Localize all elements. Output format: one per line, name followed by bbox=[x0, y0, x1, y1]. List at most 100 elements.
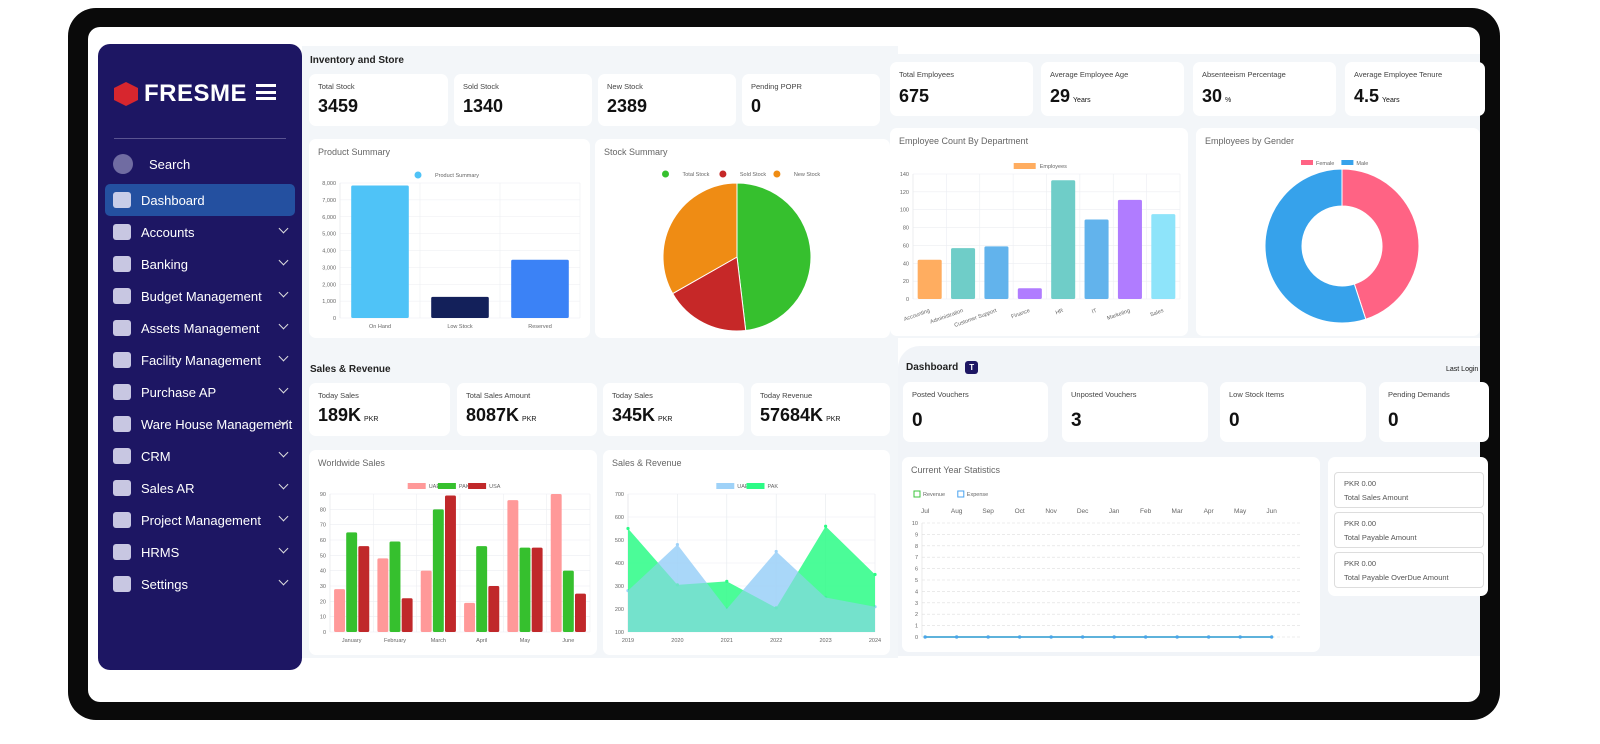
chevron-down-icon[interactable] bbox=[278, 479, 289, 490]
bar-uae-february[interactable] bbox=[377, 558, 389, 632]
y-tick-label: 140 bbox=[900, 172, 909, 178]
point-expense-jan[interactable] bbox=[1112, 635, 1116, 639]
bar-pak-march[interactable] bbox=[432, 509, 444, 632]
chevron-down-icon[interactable] bbox=[278, 543, 289, 554]
filter-badge[interactable]: T bbox=[965, 361, 979, 374]
stat-value: 0 bbox=[912, 410, 923, 432]
chevron-down-icon[interactable] bbox=[278, 351, 289, 362]
legend-item[interactable]: Product Summary bbox=[414, 171, 480, 180]
chevron-down-icon[interactable] bbox=[278, 575, 289, 586]
legend-item[interactable]: Sold Stock bbox=[719, 170, 766, 179]
sidebar-item-assets-management[interactable]: Assets Management bbox=[105, 312, 295, 344]
bar-product summary-low-stock[interactable] bbox=[431, 296, 489, 318]
sidebar-item-dashboard[interactable]: Dashboard bbox=[105, 184, 295, 216]
point-expense-jun[interactable] bbox=[1270, 635, 1274, 639]
amounts-card: PKR 0.00 Total Sales Amount PKR 0.00 Total … bbox=[1328, 457, 1488, 596]
sidebar-item-sales-ar[interactable]: Sales AR bbox=[105, 472, 295, 504]
sidebar-item-hrms[interactable]: HRMS bbox=[105, 536, 295, 568]
point-expense-nov[interactable] bbox=[1049, 635, 1053, 639]
legend-item[interactable]: Employees bbox=[1013, 163, 1067, 170]
bar-pak-april[interactable] bbox=[476, 546, 488, 632]
stat-value: 3 bbox=[1071, 410, 1082, 432]
slice-female[interactable] bbox=[1341, 168, 1420, 320]
bar-usa-may[interactable] bbox=[531, 547, 543, 632]
bar-uae-may[interactable] bbox=[507, 500, 519, 632]
legend-item[interactable]: UAE bbox=[407, 483, 441, 490]
bar-employees-marketing[interactable] bbox=[1117, 199, 1142, 299]
sidebar-item-crm[interactable]: CRM bbox=[105, 440, 295, 472]
slice-new-stock[interactable] bbox=[662, 182, 738, 295]
hamburger-menu-icon[interactable] bbox=[256, 84, 276, 100]
bar-usa-february[interactable] bbox=[401, 598, 413, 632]
sidebar-item-ware-house-management[interactable]: Ware House Management bbox=[105, 408, 295, 440]
sidebar-item-purchase-ap[interactable]: Purchase AP bbox=[105, 376, 295, 408]
bar-employees-sales[interactable] bbox=[1151, 214, 1176, 299]
chevron-down-icon[interactable] bbox=[278, 447, 289, 458]
bar-pak-may[interactable] bbox=[519, 547, 531, 632]
chevron-down-icon[interactable] bbox=[278, 383, 289, 394]
bar-uae-march[interactable] bbox=[420, 570, 432, 632]
bar-pak-february[interactable] bbox=[389, 541, 401, 632]
sidebar-item-settings[interactable]: Settings bbox=[105, 568, 295, 600]
point-pak-2024[interactable] bbox=[873, 572, 877, 577]
point-pak-2019[interactable] bbox=[626, 526, 630, 531]
sidebar-item-search[interactable]: Search bbox=[105, 144, 295, 184]
point-expense-apr[interactable] bbox=[1207, 635, 1211, 639]
point-expense-dec[interactable] bbox=[1081, 635, 1085, 639]
bar-uae-january[interactable] bbox=[334, 589, 345, 632]
legend-item[interactable]: PAK bbox=[746, 483, 779, 490]
point-expense-sep[interactable] bbox=[986, 635, 990, 639]
sidebar-item-label: Accounts bbox=[141, 224, 195, 240]
legend-item[interactable]: Total Stock bbox=[662, 170, 710, 179]
legend-item[interactable]: USA bbox=[468, 483, 501, 490]
bar-usa-january[interactable] bbox=[358, 546, 370, 632]
bar-employees-hr[interactable] bbox=[1051, 180, 1076, 299]
legend-item[interactable]: PAK bbox=[437, 483, 470, 490]
bar-pak-june[interactable] bbox=[562, 570, 574, 632]
point-expense-aug[interactable] bbox=[955, 635, 959, 639]
bar-usa-june[interactable] bbox=[575, 593, 586, 632]
chevron-down-icon[interactable] bbox=[278, 511, 289, 522]
bar-employees-administration[interactable] bbox=[951, 248, 976, 299]
point-expense-jul[interactable] bbox=[923, 635, 927, 639]
chevron-down-icon[interactable] bbox=[278, 287, 289, 298]
bar-usa-march[interactable] bbox=[445, 495, 456, 632]
point-expense-oct[interactable] bbox=[1018, 635, 1022, 639]
point-expense-mar[interactable] bbox=[1175, 635, 1179, 639]
bar-employees-it[interactable] bbox=[1084, 219, 1109, 299]
y-tick-label: 6,000 bbox=[322, 215, 336, 221]
sidebar-item-budget-management[interactable]: Budget Management bbox=[105, 280, 295, 312]
point-pak-2021[interactable] bbox=[725, 579, 729, 583]
bar-pak-january[interactable] bbox=[346, 532, 358, 632]
sidebar-item-project-management[interactable]: Project Management bbox=[105, 504, 295, 536]
chevron-down-icon[interactable] bbox=[278, 223, 289, 234]
legend-item[interactable]: Female bbox=[1301, 160, 1334, 167]
legend-item[interactable]: UAE bbox=[716, 483, 749, 490]
logo[interactable]: FRESME bbox=[114, 80, 247, 108]
legend-item[interactable]: Expense bbox=[957, 490, 988, 498]
bar-employees-customer-support[interactable] bbox=[984, 246, 1009, 299]
bar-uae-april[interactable] bbox=[464, 602, 475, 632]
bar-uae-june[interactable] bbox=[550, 494, 562, 632]
sidebar-item-accounts[interactable]: Accounts bbox=[105, 216, 295, 248]
legend-item[interactable]: Male bbox=[1341, 160, 1368, 167]
chevron-down-icon[interactable] bbox=[278, 255, 289, 266]
bar-employees-finance[interactable] bbox=[1017, 288, 1042, 299]
slice-sold-stock[interactable] bbox=[672, 256, 747, 332]
bar-product summary-reserved[interactable] bbox=[511, 259, 569, 318]
point-pak-2023[interactable] bbox=[824, 524, 828, 528]
project-gear-icon bbox=[113, 512, 131, 528]
slice-total-stock[interactable] bbox=[736, 182, 812, 332]
legend-item[interactable]: Revenue bbox=[913, 490, 945, 498]
bar-product summary-on-hand[interactable] bbox=[351, 185, 409, 318]
point-expense-may[interactable] bbox=[1238, 635, 1242, 639]
bar-usa-april[interactable] bbox=[488, 586, 500, 632]
sidebar-item-facility-management[interactable]: Facility Management bbox=[105, 344, 295, 376]
slice-male[interactable] bbox=[1264, 168, 1367, 324]
chevron-down-icon[interactable] bbox=[278, 319, 289, 330]
sidebar-item-banking[interactable]: Banking bbox=[105, 248, 295, 280]
bar-employees-accounting[interactable] bbox=[917, 259, 942, 299]
point-expense-feb[interactable] bbox=[1144, 635, 1148, 639]
legend-item[interactable]: New Stock bbox=[773, 170, 820, 179]
